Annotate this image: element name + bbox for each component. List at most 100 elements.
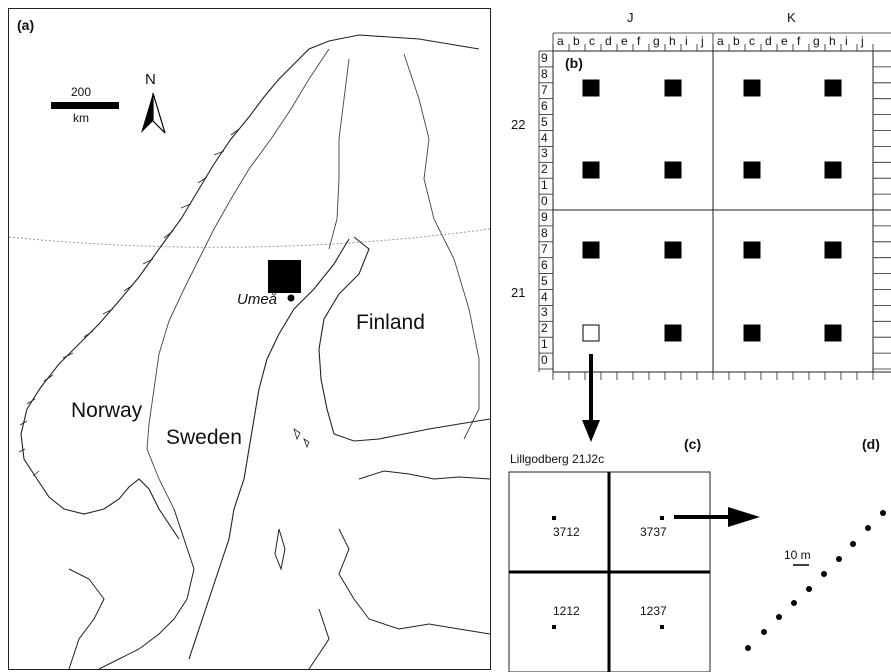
- column-letter: i: [845, 34, 848, 48]
- panel-d-scale: 10 m: [784, 548, 811, 562]
- column-letter: b: [733, 34, 740, 48]
- scale-unit: km: [73, 111, 89, 125]
- plot-marker: [660, 516, 664, 520]
- aland-islands: [293, 428, 310, 449]
- city-label-umea: Umeå: [237, 291, 278, 308]
- grid-ticks: [539, 44, 891, 380]
- column-letter: g: [653, 34, 660, 48]
- sample-square: [824, 241, 842, 259]
- column-letter: d: [765, 34, 772, 48]
- sample-square: [582, 161, 600, 179]
- row-group-22: 22: [511, 117, 526, 132]
- gotland-island: [274, 528, 286, 571]
- column-letter: g: [813, 34, 820, 48]
- row-digit: 8: [541, 225, 548, 240]
- column-letter: j: [701, 34, 704, 48]
- column-letter: h: [669, 34, 676, 48]
- selected-sample-square: [582, 324, 600, 342]
- panel-b-label: (b): [565, 55, 583, 71]
- row-digit: 6: [541, 98, 548, 113]
- sample-square: [824, 79, 842, 97]
- umea-dot: [287, 294, 295, 302]
- plot-label-3712: 3712: [553, 525, 580, 539]
- column-letter: e: [781, 34, 788, 48]
- scandinavia-coastline: [20, 34, 480, 540]
- sample-square: [824, 324, 842, 342]
- row-digit: 4: [541, 289, 548, 304]
- sample-square: [664, 241, 682, 259]
- row-digit: 1: [541, 337, 548, 352]
- sample-square: [664, 79, 682, 97]
- panel-d-label: (d): [862, 436, 880, 452]
- panel-c-title: Lillgodberg 21J2c: [510, 452, 605, 466]
- sample-square: [582, 79, 600, 97]
- column-letter: f: [637, 34, 641, 48]
- row-digit: 0: [541, 194, 548, 209]
- column-letter: f: [797, 34, 801, 48]
- column-letter: c: [749, 34, 755, 48]
- sample-square: [664, 161, 682, 179]
- sample-square: [664, 324, 682, 342]
- row-digit: 0: [541, 353, 548, 368]
- column-letter: a: [557, 34, 564, 48]
- row-digit: 3: [541, 305, 548, 320]
- sample-square: [743, 161, 761, 179]
- column-letter: j: [861, 34, 864, 48]
- south-coast: [68, 508, 195, 669]
- scandinavia-map: [9, 34, 490, 669]
- col-group-j: J: [627, 10, 634, 25]
- fjord-lines: [18, 128, 240, 477]
- sample-square: [743, 79, 761, 97]
- row-digit: 5: [541, 114, 548, 129]
- baltic-coast: [308, 470, 490, 669]
- finland-south-coast: [333, 418, 490, 442]
- row-group-21: 21: [511, 285, 526, 300]
- north-label: N: [145, 71, 156, 88]
- panel-c-label: (c): [684, 436, 702, 452]
- bothnia-west-coast: [188, 238, 350, 660]
- column-letter: b: [573, 34, 580, 48]
- sample-square: [743, 324, 761, 342]
- country-label-finland: Finland: [356, 311, 425, 334]
- finland-russia-border: [403, 53, 480, 440]
- sample-square: [743, 241, 761, 259]
- scale-bar: [51, 102, 119, 109]
- row-digit: 6: [541, 257, 548, 272]
- row-digit: 8: [541, 66, 548, 81]
- row-digit: 5: [541, 273, 548, 288]
- row-digit: 3: [541, 146, 548, 161]
- column-letter: e: [621, 34, 628, 48]
- map-panel: (a) 200 km N Norway Sweden Finland Umeå: [8, 8, 491, 670]
- scale-value: 200: [71, 85, 92, 99]
- col-group-k: K: [787, 10, 796, 25]
- plot-marker: [660, 625, 664, 629]
- study-area-marker: [268, 260, 301, 293]
- sweden-finland-border: [328, 58, 350, 250]
- sample-square: [824, 161, 842, 179]
- row-digit: 4: [541, 130, 548, 145]
- row-digit: 2: [541, 162, 548, 177]
- column-letter: d: [605, 34, 612, 48]
- plot-label-3737: 3737: [640, 525, 667, 539]
- sample-squares: [582, 79, 842, 342]
- arrow-right-icon: [728, 507, 760, 527]
- column-letter: c: [589, 34, 595, 48]
- plot-label-1212: 1212: [553, 604, 580, 618]
- plot-label-1237: 1237: [640, 604, 667, 618]
- column-letter: i: [685, 34, 688, 48]
- sample-square: [582, 241, 600, 259]
- row-digit: 9: [541, 210, 548, 224]
- column-letter: h: [829, 34, 836, 48]
- plot-marker: [552, 516, 556, 520]
- plot-marker: [552, 625, 556, 629]
- arctic-circle-line: [9, 228, 490, 248]
- transect-dots: [745, 510, 886, 651]
- north-arrow: [141, 92, 166, 134]
- country-label-norway: Norway: [71, 399, 143, 422]
- row-digit: 7: [541, 82, 548, 97]
- row-digit: 2: [541, 321, 548, 336]
- norway-sweden-border: [146, 48, 330, 510]
- row-digit: 1: [541, 178, 548, 193]
- row-digit: 7: [541, 241, 548, 256]
